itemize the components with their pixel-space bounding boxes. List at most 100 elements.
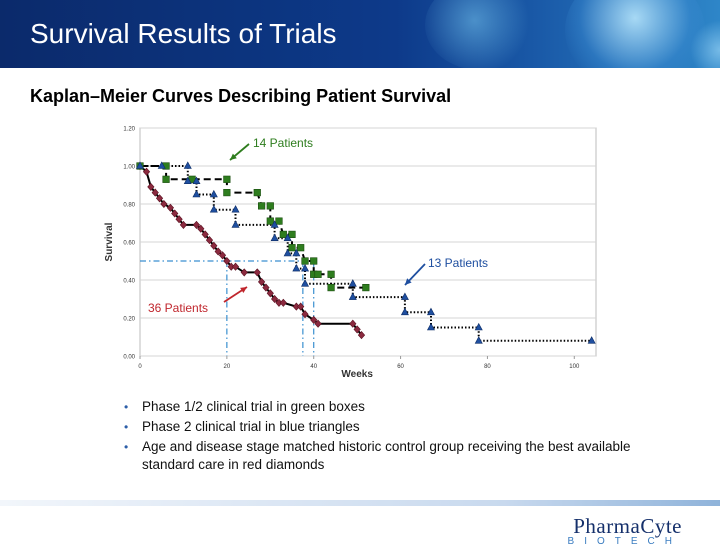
diamond-marker xyxy=(171,209,179,218)
square-marker xyxy=(223,189,231,197)
triangle-marker xyxy=(209,189,218,198)
diamond-marker xyxy=(240,268,248,277)
square-marker xyxy=(223,175,231,183)
triangle-marker xyxy=(400,307,409,316)
chart-subtitle: Kaplan–Meier Curves Describing Patient S… xyxy=(30,86,452,106)
y-tick-label: 0.80 xyxy=(123,203,135,209)
annotation-label: 13 Patients xyxy=(428,256,488,270)
y-tick-label: 0.40 xyxy=(123,279,135,285)
diamond-marker xyxy=(142,167,151,176)
y-tick-label: 0.00 xyxy=(123,355,135,361)
triangle-marker xyxy=(348,279,357,287)
y-tick-label: 0.60 xyxy=(123,241,135,247)
diamond-marker xyxy=(210,241,218,250)
x-tick-label: 20 xyxy=(224,364,231,370)
bullet-dot-icon: • xyxy=(124,440,129,454)
square-marker xyxy=(327,270,335,278)
diamond-marker xyxy=(155,194,164,203)
bullet-dot-icon: • xyxy=(124,400,129,414)
triangle-marker xyxy=(426,322,435,331)
triangle-marker xyxy=(474,322,483,331)
square-marker xyxy=(310,257,318,265)
bullet-text: Phase 2 clinical trial in blue triangles xyxy=(142,419,360,434)
diamond-marker xyxy=(214,247,222,256)
y-tick-label: 1.00 xyxy=(123,165,135,171)
square-marker xyxy=(288,244,296,252)
triangle-marker xyxy=(292,263,301,272)
triangle-marker xyxy=(183,161,192,169)
triangle-marker xyxy=(292,248,301,257)
square-marker xyxy=(275,217,283,225)
triangle-marker xyxy=(183,176,192,184)
bullet-text: Phase 1/2 clinical trial in green boxes xyxy=(142,399,365,414)
diamond-marker xyxy=(266,289,274,298)
slide-header: Survival Results of Trials xyxy=(0,0,720,68)
annotation-label: 36 Patients xyxy=(148,301,208,315)
triangle-marker xyxy=(209,205,218,213)
diamond-marker xyxy=(297,302,305,311)
x-tick-label: 40 xyxy=(310,364,317,370)
footer-band xyxy=(0,500,720,506)
diamond-marker xyxy=(166,203,175,212)
diamond-marker xyxy=(279,298,287,307)
diamond-marker xyxy=(160,199,168,209)
diamond-marker xyxy=(192,220,201,229)
y-tick-label: 0.20 xyxy=(123,317,135,323)
diamond-marker xyxy=(301,310,309,319)
annotation-label: 14 Patients xyxy=(253,136,313,150)
square-marker xyxy=(297,244,305,252)
triangle-marker xyxy=(301,263,310,272)
diamond-marker xyxy=(349,319,357,328)
triangle-marker xyxy=(283,248,292,257)
triangle-marker xyxy=(283,233,292,241)
bullet-item: • Phase 1/2 clinical trial in green boxes xyxy=(116,398,676,416)
square-marker xyxy=(362,283,370,292)
triangle-marker xyxy=(231,205,240,213)
triangle-marker xyxy=(587,336,596,344)
diamond-marker xyxy=(175,215,183,224)
annotation-arrowhead xyxy=(230,153,237,160)
square-marker xyxy=(314,270,322,278)
diamond-marker xyxy=(253,268,261,277)
triangle-marker xyxy=(192,176,201,184)
diamond-marker xyxy=(310,315,318,324)
diamond-marker xyxy=(357,331,366,340)
triangle-marker xyxy=(157,161,166,169)
bullet-item: • Phase 2 clinical trial in blue triangle… xyxy=(116,418,676,436)
decorative-bubble xyxy=(425,0,535,68)
x-tick-label: 60 xyxy=(397,364,404,370)
triangle-marker xyxy=(231,220,240,228)
square-marker xyxy=(266,202,274,210)
square-marker xyxy=(253,189,261,197)
kaplan-meier-chart: 0.00 0.20 0.40 0.60 0.80 1.00 1.20 0 20 40 60 80 100… xyxy=(104,127,597,380)
triangle-marker xyxy=(135,161,145,169)
decorative-bubble xyxy=(565,0,705,68)
square-marker xyxy=(257,202,266,210)
triangle-marker xyxy=(400,292,409,300)
diamond-marker xyxy=(151,188,159,197)
pharmacyte-logo: PharmaCyte BIOTECH xyxy=(568,514,682,547)
diamond-marker xyxy=(262,283,270,292)
logo-sub-text: BIOTECH xyxy=(567,536,682,547)
x-axis-label: Weeks xyxy=(341,369,373,380)
square-marker xyxy=(266,217,274,225)
diamond-marker xyxy=(257,277,266,286)
diamond-marker xyxy=(201,230,209,239)
triangle-marker xyxy=(474,336,483,344)
square-marker xyxy=(301,257,309,265)
diamond-marker xyxy=(147,182,155,191)
triangle-marker xyxy=(192,189,201,198)
triangle-marker xyxy=(270,220,279,228)
square-marker xyxy=(162,175,170,183)
x-tick-label: 0 xyxy=(138,364,142,370)
bullet-item: • Age and disease stage matched historic … xyxy=(116,438,676,474)
diamond-marker xyxy=(271,294,279,304)
triangle-marker xyxy=(348,292,357,300)
diamond-marker xyxy=(197,224,205,233)
square-marker xyxy=(288,230,296,239)
square-marker xyxy=(279,230,287,239)
annotation-arrowhead xyxy=(405,278,412,285)
triangle-marker xyxy=(301,279,310,287)
y-axis-label: Survival xyxy=(104,222,115,261)
bullet-dot-icon: • xyxy=(124,420,129,434)
